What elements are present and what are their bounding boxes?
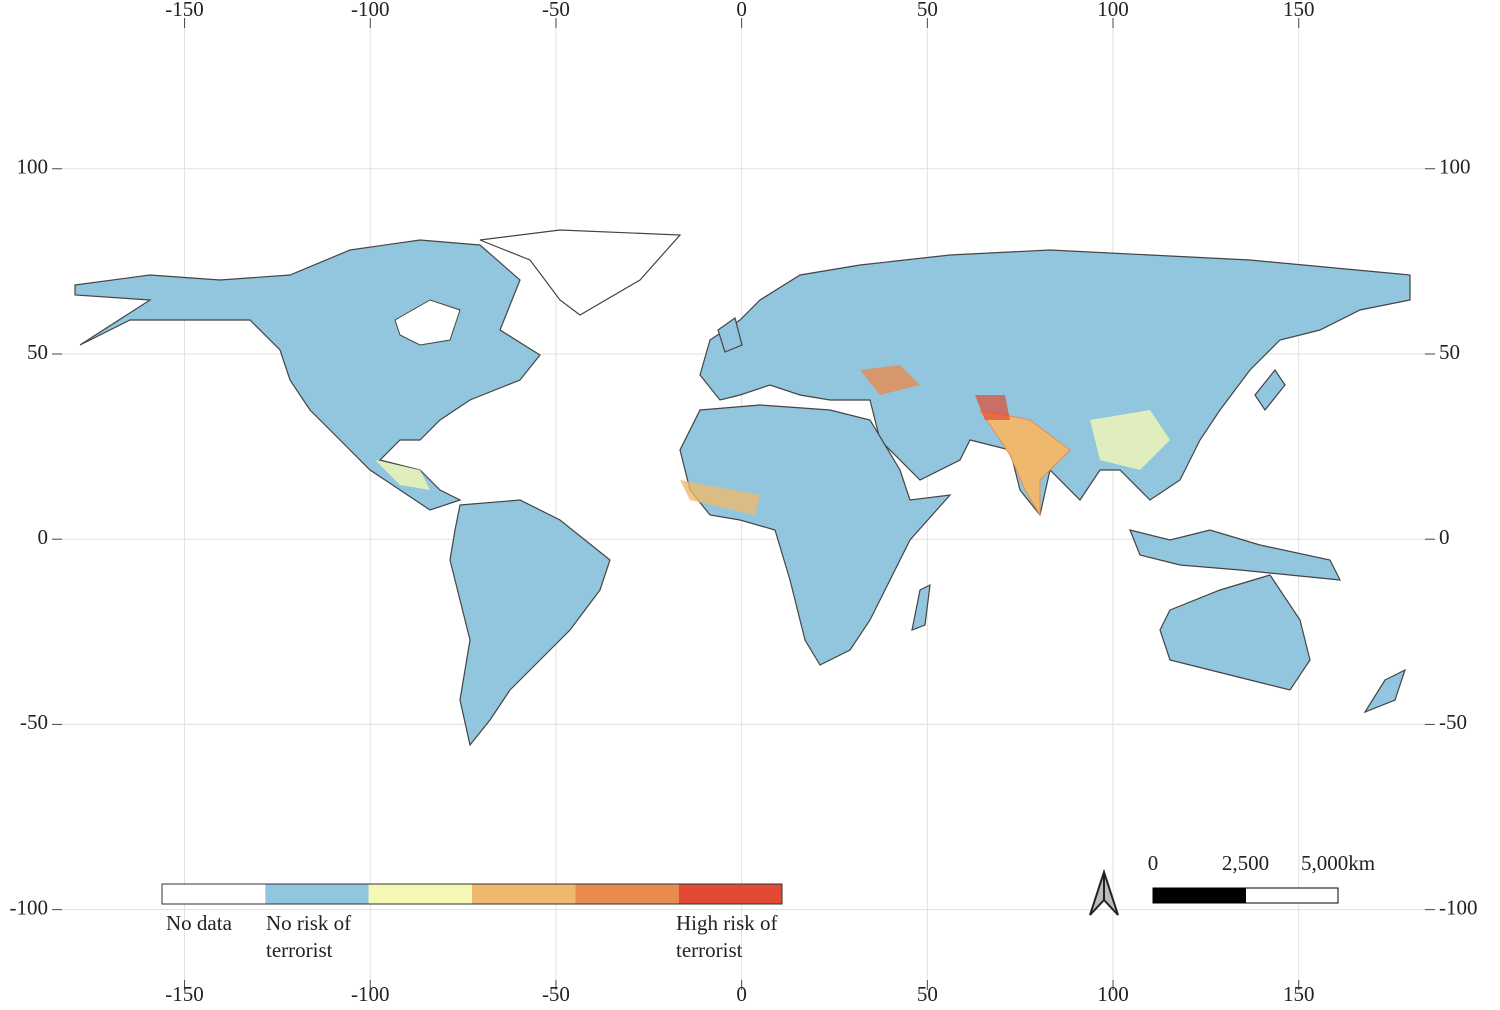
y-tick-label: -100 bbox=[1439, 895, 1478, 919]
australia bbox=[1159, 574, 1311, 691]
x-tick-label: 100 bbox=[1097, 982, 1129, 1006]
risk-south-asia bbox=[978, 409, 1071, 517]
legend-swatch bbox=[472, 884, 576, 904]
y-tick-label: 100 bbox=[17, 155, 49, 179]
y-tick-label: 0 bbox=[1439, 525, 1450, 549]
x-tick-label: 50 bbox=[917, 0, 938, 21]
legend-label: No risk of terrorist bbox=[266, 911, 352, 962]
legend-label: No data bbox=[166, 911, 232, 935]
risk-middle-east bbox=[860, 365, 920, 395]
x-tick-label: 150 bbox=[1283, 982, 1315, 1006]
legend-swatch bbox=[162, 884, 266, 904]
x-tick-label: -150 bbox=[165, 0, 204, 21]
new-zealand bbox=[1363, 668, 1407, 714]
x-tick-label: 100 bbox=[1097, 0, 1129, 21]
uk bbox=[717, 317, 743, 353]
risk-areas bbox=[375, 365, 1170, 517]
legend-label: High risk of terrorist bbox=[676, 911, 778, 962]
x-tick-label: -150 bbox=[165, 982, 204, 1006]
x-tick-label: 0 bbox=[736, 0, 747, 21]
madagascar bbox=[911, 583, 931, 631]
y-tick-label: 50 bbox=[1439, 340, 1460, 364]
greenland bbox=[479, 229, 682, 316]
scale-bar: 0 2,500 5,000km bbox=[1148, 851, 1375, 904]
hudson-bay bbox=[394, 299, 461, 346]
y-tick-label: 0 bbox=[38, 525, 49, 549]
scale-segment bbox=[1245, 887, 1339, 904]
africa bbox=[679, 404, 952, 666]
scale-segment bbox=[1152, 887, 1246, 904]
risk-mexico bbox=[375, 460, 430, 490]
legend-swatch bbox=[265, 884, 369, 904]
japan bbox=[1254, 368, 1286, 412]
south-america bbox=[449, 499, 611, 747]
eurasia bbox=[699, 249, 1411, 517]
north-arrow bbox=[1089, 868, 1119, 916]
y-tick-label: -50 bbox=[1439, 710, 1467, 734]
legend-frame bbox=[161, 883, 783, 905]
legend-swatch bbox=[678, 884, 782, 904]
x-tick-label: -50 bbox=[542, 0, 570, 21]
x-tick-label: -100 bbox=[351, 982, 390, 1006]
scale-label: 5,000km bbox=[1301, 851, 1375, 875]
north-america bbox=[74, 239, 541, 511]
y-tick-label: -50 bbox=[20, 710, 48, 734]
indonesia bbox=[1129, 529, 1342, 581]
y-tick-label: 50 bbox=[27, 340, 48, 364]
y-tick-label: -100 bbox=[10, 895, 49, 919]
x-tick-label: 0 bbox=[736, 982, 747, 1006]
risk-west-africa bbox=[680, 480, 760, 515]
scale-label: 2,500 bbox=[1222, 851, 1269, 875]
legend-swatch bbox=[575, 884, 679, 904]
x-tick-label: -50 bbox=[542, 982, 570, 1006]
scale-label: 0 bbox=[1148, 851, 1159, 875]
legend bbox=[161, 883, 783, 905]
x-tick-label: 150 bbox=[1283, 0, 1315, 21]
x-tick-label: 50 bbox=[917, 982, 938, 1006]
y-tick-label: 100 bbox=[1439, 155, 1471, 179]
risk-afghanistan bbox=[975, 395, 1010, 420]
x-tick-label: -100 bbox=[351, 0, 390, 21]
legend-swatch bbox=[368, 884, 472, 904]
land bbox=[74, 229, 1411, 747]
risk-china bbox=[1090, 410, 1170, 470]
